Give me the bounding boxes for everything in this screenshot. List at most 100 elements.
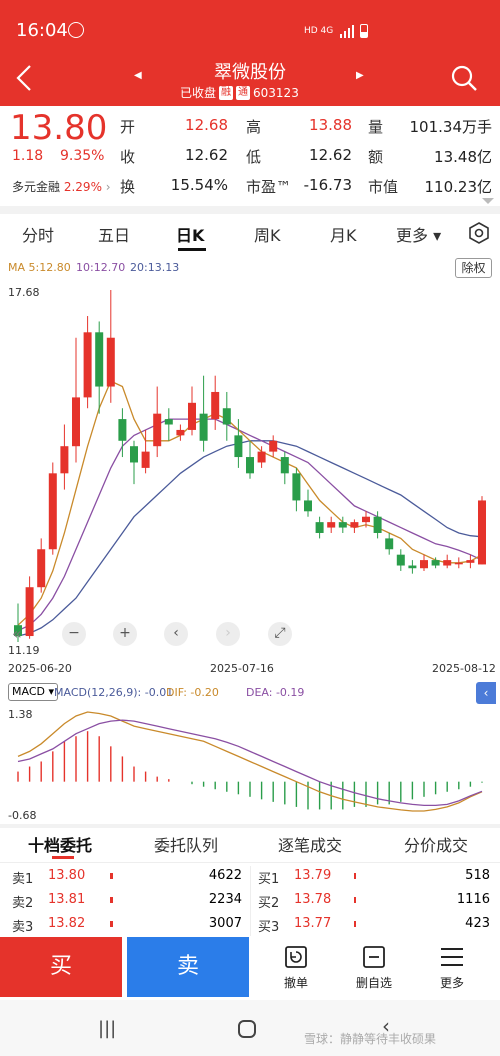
- buy1-label: 买1: [258, 872, 280, 887]
- candle-body: [153, 413, 162, 447]
- expand-icon[interactable]: [482, 198, 494, 204]
- tab-ticks[interactable]: 逐笔成交: [278, 836, 343, 855]
- recents-icon[interactable]: |||: [98, 1018, 117, 1039]
- tab-price-volume[interactable]: 分价成交: [404, 836, 469, 855]
- more-button[interactable]: 更多: [422, 944, 482, 991]
- menu-icon: [441, 948, 463, 966]
- sell1-bar: [110, 873, 113, 879]
- market-status: 已收盘: [180, 86, 217, 100]
- dea-line: [17, 719, 483, 807]
- sell3-volume: 3007: [208, 916, 242, 931]
- prev-stock-icon[interactable]: ◀: [134, 70, 142, 81]
- high-label: 高: [246, 118, 262, 136]
- buy3-label: 买3: [258, 920, 280, 935]
- tab-daily-k[interactable]: 日K: [176, 226, 205, 245]
- prev-icon[interactable]: ‹: [164, 622, 188, 646]
- tab-queue[interactable]: 委托队列: [154, 836, 219, 855]
- margin-tag: 融: [219, 85, 234, 100]
- candle-body: [292, 473, 301, 501]
- candle-body: [176, 429, 185, 436]
- fullscreen-icon[interactable]: ⤢: [268, 622, 292, 646]
- candle-body: [199, 413, 208, 441]
- app-header: 16:04 HD 4G ◀ 翠微股份 ▶ 已收盘 融 通 603123: [0, 0, 500, 106]
- candle-body: [141, 451, 150, 468]
- date-mid: 2025-07-16: [210, 662, 274, 675]
- sell2-volume: 2234: [208, 892, 242, 907]
- search-icon[interactable]: [450, 64, 478, 92]
- buy3-volume: 423: [465, 916, 490, 931]
- candle-body: [118, 419, 127, 441]
- scroll-left-icon[interactable]: «: [12, 624, 22, 643]
- sell1-label: 卖1: [12, 872, 34, 887]
- more-label: 更多: [439, 976, 464, 990]
- sector-value: 2.29%: [63, 180, 102, 194]
- indicator-dropdown[interactable]: MACD ▾: [8, 683, 59, 701]
- sell3-price: 13.82: [48, 916, 86, 931]
- connect-tag: 通: [236, 85, 251, 100]
- dea-legend: DEA: -0.19: [246, 686, 305, 699]
- candle-body: [350, 522, 359, 528]
- dif-line: [17, 711, 483, 812]
- collapse-panel-icon[interactable]: ‹: [476, 682, 496, 704]
- cancel-order-button[interactable]: 撤单: [266, 944, 326, 991]
- candle-body: [48, 473, 57, 550]
- zoom-in-icon[interactable]: +: [113, 622, 137, 646]
- candle-body: [164, 419, 173, 425]
- buy1-bar: [354, 873, 356, 879]
- signal-icon: [340, 25, 354, 38]
- watermark: 雪球：静静等待丰收硕果: [304, 1032, 437, 1046]
- buy-button[interactable]: 买: [0, 937, 122, 997]
- settings-icon[interactable]: [468, 222, 490, 244]
- price-change-pct: 9.35%: [60, 148, 105, 164]
- home-icon[interactable]: [238, 1020, 256, 1038]
- sector-info[interactable]: 多元金融 2.29% ›: [12, 180, 111, 194]
- candlestick-chart[interactable]: [0, 282, 500, 657]
- sell-button[interactable]: 卖: [127, 937, 249, 997]
- tab-monthly-k[interactable]: 月K: [330, 226, 357, 245]
- dif-legend: DIF: -0.20: [166, 686, 219, 699]
- candle-body: [14, 625, 22, 637]
- buy3-bar: [354, 921, 356, 927]
- tab-more[interactable]: 更多 ▾: [396, 226, 442, 245]
- candle-body: [396, 554, 405, 566]
- tab-weekly-k[interactable]: 周K: [254, 226, 281, 245]
- candle-body: [420, 560, 428, 569]
- turnover-label: 换: [120, 178, 136, 196]
- candle-body: [304, 500, 312, 512]
- zoom-out-icon[interactable]: −: [62, 622, 86, 646]
- next-stock-icon[interactable]: ▶: [356, 70, 364, 81]
- status-time: 16:04: [16, 20, 68, 41]
- candle-body: [385, 538, 394, 550]
- macd-params: MACD(12,26,9): -0.01: [54, 686, 174, 699]
- tab-ten-levels[interactable]: 十档委托: [28, 836, 93, 855]
- indicator-label: MACD: [12, 685, 45, 698]
- volume-value: 101.34万手: [409, 118, 493, 136]
- buy2-volume: 1116: [456, 892, 490, 907]
- low-value: 12.62: [309, 146, 352, 164]
- price-bottom-label: 11.19: [8, 644, 40, 657]
- price-top-label: 17.68: [8, 286, 40, 299]
- adjust-dropdown[interactable]: 除权: [455, 258, 492, 278]
- sync-icon: [68, 22, 84, 38]
- buy2-label: 买2: [258, 896, 280, 911]
- battery-icon: [360, 24, 368, 38]
- tab-intraday[interactable]: 分时: [22, 226, 55, 245]
- candle-body: [72, 397, 80, 447]
- price-change: 1.18: [12, 148, 44, 164]
- candle-body: [25, 587, 34, 637]
- buy2-price: 13.78: [294, 892, 332, 907]
- candle-body: [188, 402, 196, 430]
- amount-value: 13.48亿: [434, 148, 492, 166]
- tab-five-day[interactable]: 五日: [98, 226, 131, 245]
- pe-label: 市盈™: [246, 178, 292, 196]
- next-icon[interactable]: ›: [216, 622, 240, 646]
- sell2-bar: [110, 897, 113, 903]
- back-icon[interactable]: [12, 64, 36, 92]
- back-nav-icon[interactable]: ‹: [382, 1014, 390, 1038]
- system-navbar: ||| ‹: [0, 1000, 500, 1056]
- candle-body: [315, 522, 324, 533]
- turnover-value: 15.54%: [170, 176, 228, 194]
- sell2-label: 卖2: [12, 896, 34, 911]
- buy1-volume: 518: [465, 868, 490, 883]
- remove-watchlist-button[interactable]: 删自选: [344, 944, 404, 991]
